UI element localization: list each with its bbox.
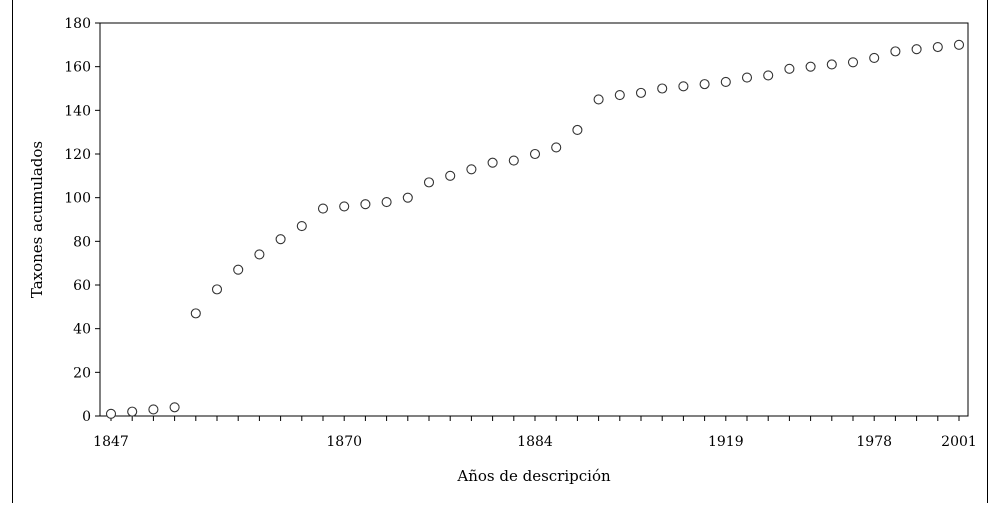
y-axis-ticks: 0 20 40 60 80 100 120 140 160 180 [64, 16, 100, 425]
y-tick-label: 160 [64, 60, 91, 76]
data-point [487, 157, 498, 168]
y-tick-label: 60 [73, 278, 91, 294]
data-points [105, 39, 965, 419]
data-point [678, 81, 689, 92]
y-tick-label: 20 [73, 365, 91, 381]
data-point [551, 142, 562, 153]
data-point [190, 308, 201, 319]
x-tick-label: 1847 [93, 434, 129, 450]
data-point [911, 44, 922, 55]
data-point [932, 41, 943, 53]
y-tick-label: 80 [73, 234, 91, 250]
data-point [953, 39, 965, 50]
x-axis-ticks: 1847 1870 1884 1919 1978 2001 [93, 416, 977, 450]
plot-area-border [99, 22, 969, 417]
data-point [593, 94, 604, 105]
x-tick-label: 1978 [856, 434, 892, 450]
data-point [508, 155, 519, 166]
data-point [148, 404, 159, 415]
data-point [296, 221, 307, 232]
data-point [254, 249, 265, 260]
data-point [317, 203, 329, 214]
y-tick-label: 180 [64, 16, 91, 32]
data-point [657, 83, 668, 94]
data-point [233, 264, 244, 275]
x-tick-label: 1870 [326, 434, 362, 450]
y-tick-label: 0 [82, 409, 91, 425]
axes [99, 22, 969, 417]
data-point [445, 170, 456, 181]
data-point [105, 408, 117, 419]
x-tick-label: 1919 [708, 434, 744, 450]
data-point [847, 57, 859, 68]
data-point [381, 196, 392, 208]
data-point [826, 59, 837, 70]
data-point [784, 63, 795, 74]
y-axis-title: Taxones acumulados [28, 141, 46, 298]
data-point [402, 192, 413, 203]
x-tick-label: 1884 [517, 434, 553, 450]
chart-frame [12, 0, 988, 503]
data-point [211, 284, 223, 295]
x-axis-title: Años de descripción [456, 467, 611, 485]
data-point [360, 199, 371, 210]
data-point [741, 72, 753, 83]
x-tick-label: 2001 [941, 434, 977, 450]
data-point [869, 52, 880, 63]
data-point [275, 234, 286, 245]
y-tick-label: 100 [64, 191, 91, 207]
data-point [169, 402, 180, 413]
data-point [635, 87, 647, 98]
data-point [699, 79, 710, 90]
y-tick-label: 40 [73, 322, 91, 338]
data-point [720, 76, 731, 87]
data-point [529, 148, 541, 160]
data-point [466, 164, 477, 175]
y-tick-label: 140 [64, 103, 91, 119]
data-point [339, 201, 350, 212]
data-point [890, 46, 901, 57]
y-tick-label: 120 [64, 147, 91, 163]
data-point [423, 177, 435, 188]
data-point [572, 124, 583, 136]
data-point [614, 90, 625, 101]
data-point [805, 61, 816, 72]
data-point [127, 406, 138, 417]
data-point [763, 70, 774, 81]
